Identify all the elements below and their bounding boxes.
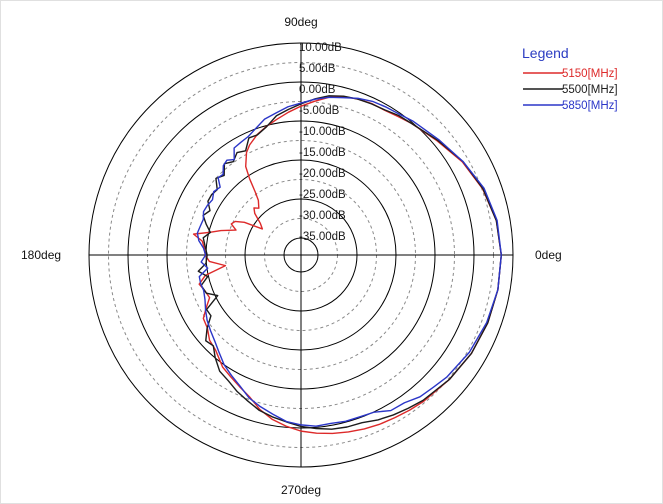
angle-label-90: 90deg xyxy=(284,15,317,29)
legend-item-5150: 5150[MHz] xyxy=(523,68,618,80)
ring-label-0db: 0.00dB xyxy=(299,84,336,96)
ring-label-5db: 5.00dB xyxy=(299,63,336,75)
series-line-5150mhz xyxy=(192,95,502,435)
series-line-5500mhz xyxy=(197,95,502,430)
legend-label-5500: 5500[MHz] xyxy=(562,84,618,96)
series-line-5850mhz xyxy=(196,96,502,427)
legend: Legend 5150[MHz] 5500[MHz] 5850[MHz] xyxy=(522,45,618,112)
legend-label-5150: 5150[MHz] xyxy=(562,68,618,80)
ring-label-10db: 10.00dB xyxy=(299,42,342,54)
ring-label-minus10db: -10.00dB xyxy=(299,126,346,138)
angle-labels: 90deg 180deg 0deg 270deg xyxy=(21,15,562,497)
legend-item-5850: 5850[MHz] xyxy=(523,100,618,112)
legend-label-5850: 5850[MHz] xyxy=(562,100,618,112)
ring-labels: 10.00dB 5.00dB 0.00dB -5.00dB -10.00dB -… xyxy=(299,42,346,243)
angle-label-180: 180deg xyxy=(21,248,61,262)
legend-item-5500: 5500[MHz] xyxy=(523,84,618,96)
series-layer xyxy=(192,95,502,435)
ring-label-minus5db: -5.00dB xyxy=(299,105,340,117)
ring-label-minus20db: -20.00dB xyxy=(299,168,346,180)
angle-label-0: 0deg xyxy=(535,248,562,262)
ring-label-minus30db: -30.00dB xyxy=(299,210,346,222)
ring-label-minus15db: -15.00dB xyxy=(299,147,346,159)
angle-label-270: 270deg xyxy=(281,483,321,497)
ring-label-minus35db: -35.00dB xyxy=(299,231,346,243)
ring-label-minus25db: -25.00dB xyxy=(299,189,346,201)
legend-title: Legend xyxy=(522,45,569,61)
